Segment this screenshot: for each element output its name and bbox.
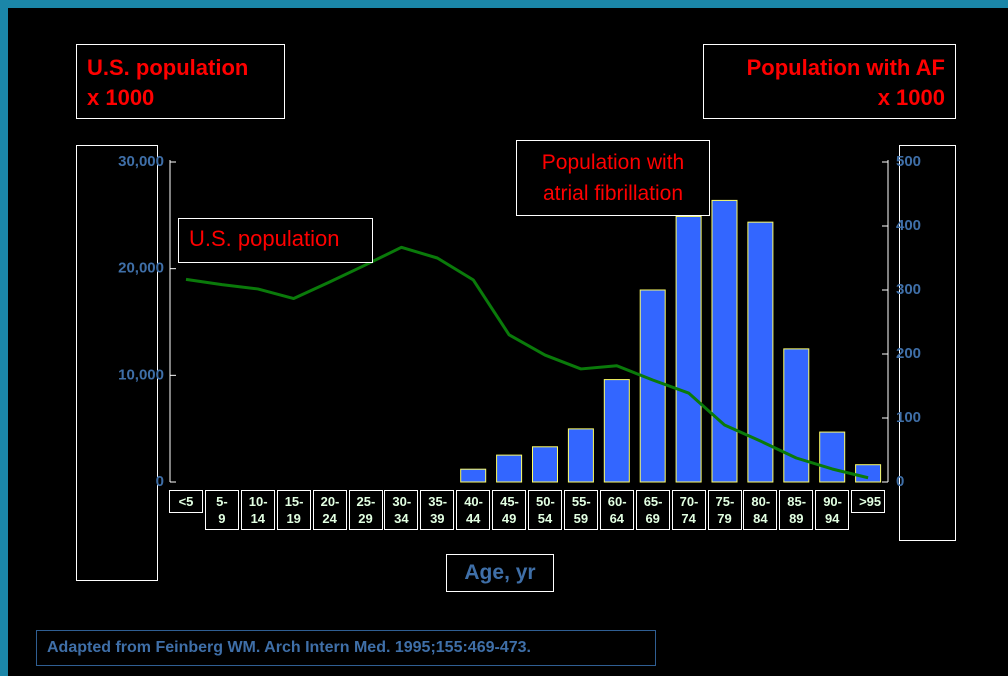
bar bbox=[711, 199, 738, 483]
x-tick-label: >95 bbox=[851, 490, 886, 513]
bar bbox=[460, 468, 487, 483]
bar bbox=[603, 379, 630, 483]
x-tick-label: 55-59 bbox=[563, 490, 598, 530]
y-tick-label: 30,000 bbox=[118, 153, 164, 170]
x-tick-label: 60-64 bbox=[599, 490, 634, 530]
bar bbox=[496, 454, 523, 483]
y2-tick-label: 100 bbox=[896, 409, 921, 426]
bar bbox=[639, 289, 666, 483]
x-tick-label: 45-49 bbox=[492, 490, 527, 530]
bar bbox=[532, 446, 558, 483]
x-tick-label: 40-44 bbox=[456, 490, 491, 530]
x-tick-label: 20-24 bbox=[312, 490, 347, 530]
x-tick-label: 15-19 bbox=[276, 490, 311, 530]
source-note: Adapted from Feinberg WM. Arch Intern Me… bbox=[36, 630, 656, 666]
x-tick-label: 65-69 bbox=[635, 490, 670, 530]
y-axis-title-box: U.S. population x 1000 bbox=[76, 44, 285, 119]
x-tick-label: <5 bbox=[169, 490, 203, 513]
y2-axis-title-box: Population with AF x 1000 bbox=[703, 44, 956, 119]
y2-tick-label: 200 bbox=[896, 345, 921, 362]
chart: 0 10,000 20,000 30,000 0 100 200 300 400 500 bbox=[118, 153, 921, 490]
line bbox=[185, 245, 869, 480]
y2-tick-label: 400 bbox=[896, 217, 921, 234]
y2-axis-title: Population with AF bbox=[746, 55, 945, 80]
x-tick-label: 85-89 bbox=[779, 490, 814, 530]
y-tick-label: 0 bbox=[156, 473, 164, 490]
y2-axis-title: x 1000 bbox=[877, 85, 945, 110]
bar bbox=[819, 431, 846, 483]
x-tick-label: 75-79 bbox=[707, 490, 742, 530]
bar-series-label: Population with atrial fibrillation bbox=[516, 140, 710, 216]
x-tick-label: 30-34 bbox=[384, 490, 419, 530]
bar bbox=[855, 464, 882, 483]
x-tick-label: 50-54 bbox=[528, 490, 562, 530]
y2-tick-label: 300 bbox=[896, 281, 921, 298]
x-tick-label: 5-9 bbox=[204, 490, 239, 530]
y2-axis-frame bbox=[899, 145, 956, 541]
line-series-label: U.S. population bbox=[178, 218, 373, 263]
y-tick-label: 20,000 bbox=[118, 260, 164, 277]
x-tick-label: 90-94 bbox=[815, 490, 850, 530]
bar bbox=[747, 221, 774, 483]
y-axis-title: x 1000 bbox=[87, 85, 155, 110]
y-axis-title: U.S. population bbox=[87, 55, 249, 80]
y-tick-label: 10,000 bbox=[118, 366, 164, 383]
y2-tick-label: 0 bbox=[896, 473, 904, 490]
x-tick-label: 10-14 bbox=[240, 490, 275, 530]
bar bbox=[567, 428, 594, 483]
x-tick-label: 35-39 bbox=[420, 490, 455, 530]
bar bbox=[675, 215, 702, 483]
x-tick-label: 80-84 bbox=[743, 490, 778, 530]
x-axis-title: Age, yr bbox=[446, 554, 554, 592]
x-tick-label: 25-29 bbox=[348, 490, 383, 530]
x-tick-label: 70-74 bbox=[671, 490, 706, 530]
slide: U.S. population x 1000 Population with A… bbox=[8, 8, 1008, 676]
y2-tick-label: 500 bbox=[896, 153, 921, 170]
y-axis-frame bbox=[76, 145, 158, 581]
